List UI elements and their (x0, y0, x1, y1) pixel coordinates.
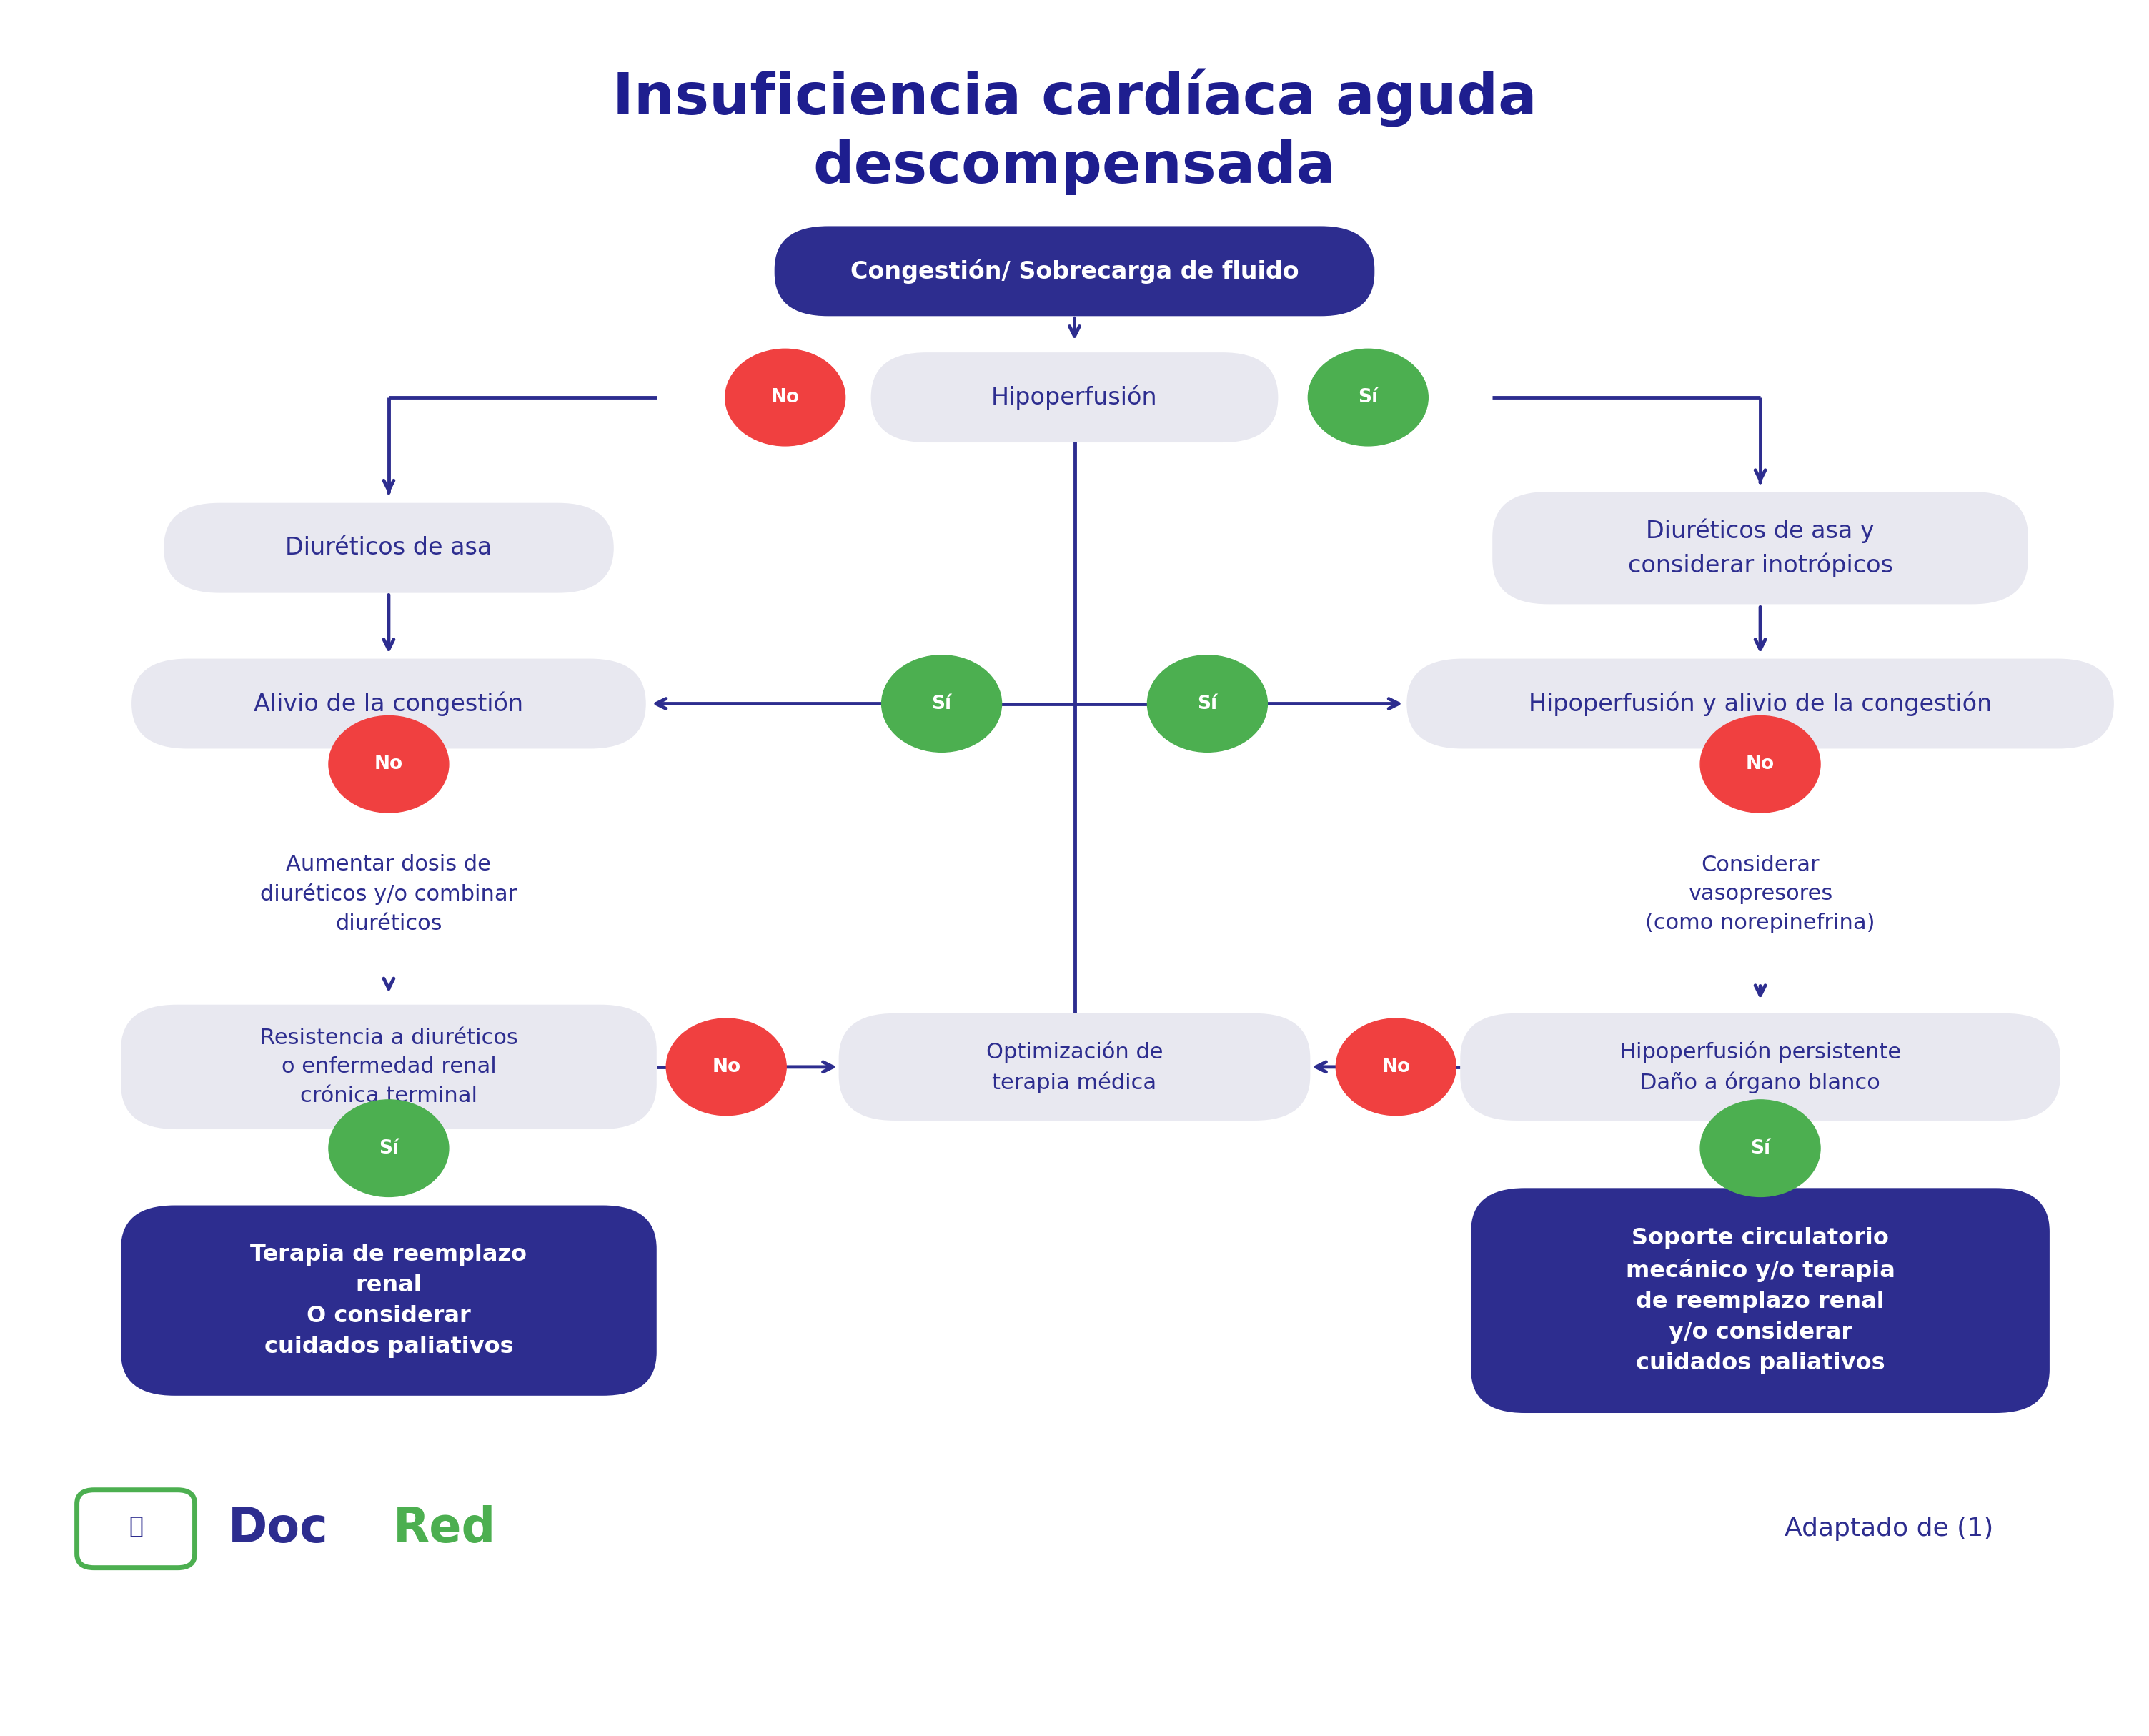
Circle shape (1337, 1019, 1457, 1116)
Text: Considerar
vasopresores
(como norepinefrina): Considerar vasopresores (como norepinefr… (1646, 854, 1876, 934)
Circle shape (1700, 715, 1820, 812)
Text: Diuréticos de asa: Diuréticos de asa (286, 536, 492, 559)
Circle shape (329, 1101, 449, 1196)
Text: Diuréticos de asa y
considerar inotrópicos: Diuréticos de asa y considerar inotrópic… (1627, 519, 1893, 578)
Circle shape (724, 349, 845, 446)
Circle shape (881, 654, 1001, 752)
Text: Sí: Sí (931, 694, 952, 713)
FancyBboxPatch shape (77, 1489, 196, 1568)
Text: Insuficiencia cardíaca aguda: Insuficiencia cardíaca aguda (612, 69, 1537, 127)
FancyBboxPatch shape (1470, 1187, 2050, 1413)
Text: Hipoperfusión y alivio de la congestión: Hipoperfusión y alivio de la congestión (1528, 691, 1992, 715)
FancyBboxPatch shape (163, 503, 615, 594)
Circle shape (1700, 1101, 1820, 1196)
Text: Optimización de
terapia médica: Optimización de terapia médica (986, 1042, 1163, 1094)
Text: Adaptado de (1): Adaptado de (1) (1784, 1517, 1994, 1542)
Text: Hipoperfusión: Hipoperfusión (991, 385, 1158, 410)
Text: descompensada: descompensada (812, 139, 1337, 194)
Text: Alivio de la congestión: Alivio de la congestión (254, 691, 524, 715)
Text: No: No (1382, 1057, 1410, 1076)
Circle shape (1309, 349, 1429, 446)
Text: No: No (374, 755, 404, 774)
Text: Congestión/ Sobrecarga de fluido: Congestión/ Sobrecarga de fluido (851, 259, 1298, 283)
Text: Sí: Sí (1749, 1139, 1771, 1158)
Circle shape (329, 715, 449, 812)
Text: Sí: Sí (1197, 694, 1218, 713)
Circle shape (1148, 654, 1268, 752)
Text: No: No (711, 1057, 741, 1076)
Text: Sí: Sí (378, 1139, 400, 1158)
Text: Sí: Sí (1358, 389, 1378, 406)
Text: Terapia de reemplazo
renal
O considerar
cuidados paliativos: Terapia de reemplazo renal O considerar … (251, 1243, 527, 1358)
FancyBboxPatch shape (774, 226, 1375, 316)
Text: Doc: Doc (228, 1505, 329, 1552)
Text: Resistencia a diuréticos
o enfermedad renal
crónica terminal: Resistencia a diuréticos o enfermedad re… (260, 1028, 518, 1106)
FancyBboxPatch shape (1491, 491, 2029, 604)
FancyBboxPatch shape (120, 1205, 658, 1396)
FancyBboxPatch shape (870, 352, 1279, 443)
Text: Soporte circulatorio
mecánico y/o terapia
de reemplazo renal
y/o considerar
cuid: Soporte circulatorio mecánico y/o terapi… (1625, 1227, 1895, 1375)
FancyBboxPatch shape (838, 1014, 1311, 1120)
FancyBboxPatch shape (1408, 658, 2115, 748)
Text: Red: Red (393, 1505, 496, 1552)
Text: No: No (771, 389, 799, 406)
Text: No: No (1745, 755, 1775, 774)
FancyBboxPatch shape (120, 1005, 658, 1128)
Text: Hipoperfusión persistente
Daño a órgano blanco: Hipoperfusión persistente Daño a órgano … (1620, 1042, 1902, 1094)
FancyBboxPatch shape (1461, 1014, 2061, 1120)
Circle shape (666, 1019, 787, 1116)
FancyBboxPatch shape (131, 658, 647, 748)
Text: ⎆: ⎆ (129, 1514, 144, 1536)
Text: Aumentar dosis de
diuréticos y/o combinar
diuréticos: Aumentar dosis de diuréticos y/o combina… (260, 854, 518, 934)
